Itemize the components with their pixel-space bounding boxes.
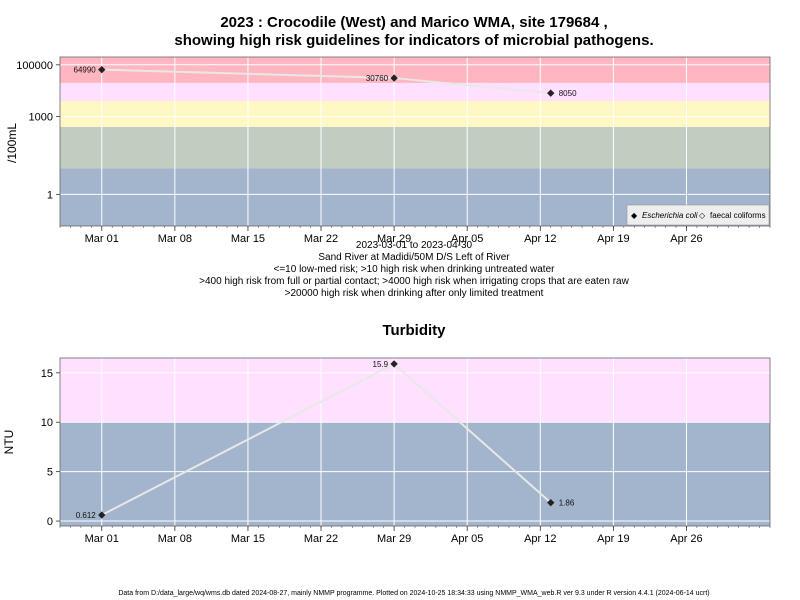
legend-symbol-faecal: ◇ <box>699 211 706 220</box>
chart1-ytick-label-2: 100000 <box>16 60 53 72</box>
chart2-x-ticks: Mar 01 Mar 08 Mar 15 Mar 22 Mar 29 Apr 05 Apr … <box>59 526 771 545</box>
chart1-xtick-label-5: Apr 05 <box>451 233 483 245</box>
chart2-ytick-label-3: 15 <box>41 368 53 380</box>
chart1-xtick-label-3: Mar 22 <box>304 233 338 245</box>
chart2-data-label-1: 15.9 <box>373 360 389 369</box>
chart1-band-3 <box>60 82 770 102</box>
chart2-xtick-label-4: Mar 29 <box>377 533 411 545</box>
chart1-guideline-3: >20000 high risk when drinking after onl… <box>285 288 544 299</box>
chart1-site-name: Sand River at Madidi/50M D/S Left of Riv… <box>318 252 510 263</box>
chart1-guideline-2: >400 high risk from full or partial cont… <box>199 276 629 287</box>
chart2-point-2 <box>547 499 555 507</box>
chart1-xtick-label-4: Mar 29 <box>377 233 411 245</box>
chart1-title-line2: showing high risk guidelines for indicat… <box>174 32 653 49</box>
chart2-xtick-label-0: Mar 01 <box>85 533 119 545</box>
legend-box <box>626 204 770 226</box>
chart2-xtick-label-6: Apr 12 <box>524 533 556 545</box>
chart2-data-label-2: 1.86 <box>559 499 575 508</box>
chart1-title-line1: 2023 : Crocodile (West) and Marico WMA, … <box>220 14 607 31</box>
legend-label-ecoli: Escherichia coli <box>642 211 698 220</box>
chart2-data-label-0: 0.612 <box>76 511 97 520</box>
chart1-point-0 <box>98 65 106 74</box>
chart1-series: 64990 30760 8050 <box>74 66 578 99</box>
chart1-ytick-label-1: 1000 <box>29 112 53 124</box>
chart1-xtick-label-0: Mar 01 <box>85 233 119 245</box>
chart1-band-1 <box>60 126 770 169</box>
chart1-date-range: 2023-03-01 to 2023-04-30 <box>356 240 473 251</box>
chart2-xtick-label-2: Mar 15 <box>231 533 265 545</box>
chart2-y-ticks: 0 5 10 15 <box>41 368 60 528</box>
chart2-xtick-label-8: Apr 26 <box>670 533 702 545</box>
chart1-grid <box>60 57 770 226</box>
chart1-point-1 <box>390 74 398 82</box>
chart2-xtick-label-7: Apr 19 <box>597 533 629 545</box>
chart1-band-4 <box>60 57 770 83</box>
chart1-xtick-label-8: Apr 26 <box>670 233 702 245</box>
chart1-legend: ◆ Escherichia coli ◇ faecal coliforms <box>626 204 770 226</box>
chart1-ylabel: /100mL <box>5 123 19 163</box>
chart2-xtick-label-3: Mar 22 <box>304 533 338 545</box>
chart2-xtick-label-5: Apr 05 <box>451 533 483 545</box>
legend-symbol-ecoli: ◆ <box>631 211 638 220</box>
chart1-data-label-2: 8050 <box>559 89 577 98</box>
chart2-ytick-label-2: 10 <box>41 417 53 429</box>
chart1-x-ticks: Mar 01 Mar 08 Mar 15 Mar 22 Mar 29 Apr 05 Apr … <box>59 226 771 245</box>
chart1-xtick-label-2: Mar 15 <box>231 233 265 245</box>
chart1-ytick-label-0: 1 <box>47 189 53 201</box>
chart2-point-1 <box>390 360 398 368</box>
chart1-band-2 <box>60 101 770 127</box>
chart2-title: Turbidity <box>382 322 446 339</box>
chart2-ylabel: NTU <box>2 430 16 455</box>
footer-note: Data from D:/data_large/wq/wms.db dated … <box>118 590 709 597</box>
chart1-data-label-0: 64990 <box>74 66 97 75</box>
chart1-xtick-label-6: Apr 12 <box>524 233 556 245</box>
legend-label-faecal: faecal coliforms <box>710 211 766 220</box>
chart1-bands <box>60 57 770 226</box>
chart2-series: 0.612 15.9 1.86 <box>76 360 575 520</box>
chart2-ytick-label-1: 5 <box>47 467 53 479</box>
chart1-data-label-1: 30760 <box>366 74 389 83</box>
chart1-guideline-1: <=10 low-med risk; >10 high risk when dr… <box>274 264 556 275</box>
chart1-y-ticks: 1 1000 100000 <box>16 60 60 201</box>
chart1-xtick-label-1: Mar 08 <box>158 233 192 245</box>
chart2-bands <box>60 358 770 526</box>
chart2-xtick-label-1: Mar 08 <box>158 533 192 545</box>
chart1-xtick-label-7: Apr 19 <box>597 233 629 245</box>
chart2-ytick-label-0: 0 <box>47 516 53 528</box>
chart2-band-1 <box>60 358 770 423</box>
chart2-grid <box>60 358 770 526</box>
chart2-band-0 <box>60 422 770 526</box>
